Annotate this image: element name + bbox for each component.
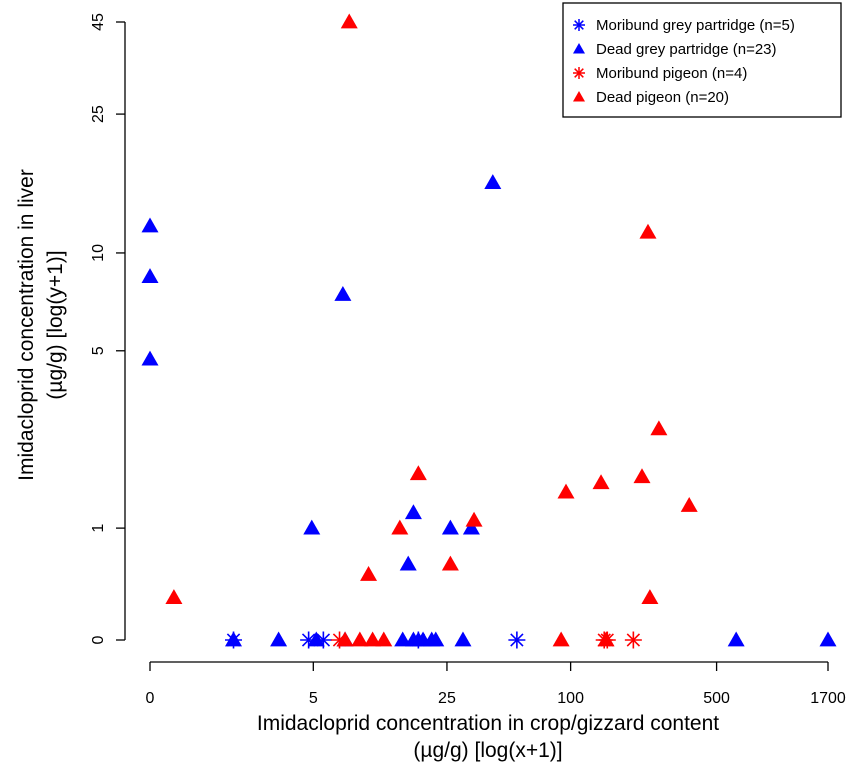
y-tick-label: 5 (90, 346, 107, 355)
data-point-triangle (375, 631, 393, 647)
data-point-triangle (441, 519, 459, 535)
data-point-triangle (141, 217, 159, 233)
x-axis-label-line-1: Imidacloprid concentration in crop/gizza… (257, 712, 719, 735)
series-1 (141, 174, 837, 647)
data-point-triangle (303, 519, 321, 535)
legend-label: Dead grey partridge (n=23) (596, 41, 777, 58)
data-point-triangle (340, 13, 358, 29)
data-point-triangle (409, 465, 427, 481)
y-tick-label: 10 (90, 244, 107, 262)
y-axis: 0 1 5 10 25 45 (90, 13, 126, 644)
data-point-triangle (592, 474, 610, 490)
data-point-triangle (334, 286, 352, 301)
legend-marker (573, 43, 585, 54)
data-point-triangle (270, 631, 288, 647)
data-point-triangle (409, 631, 427, 647)
data-points (141, 13, 837, 649)
legend-item: Dead grey partridge (n=23) (573, 41, 777, 58)
data-point-triangle (727, 631, 745, 647)
data-point-triangle (399, 555, 417, 571)
legend-label: Dead pigeon (n=20) (596, 89, 729, 106)
data-point-triangle (484, 174, 502, 190)
x-tick-label: 500 (703, 690, 730, 707)
data-point-triangle (427, 631, 445, 647)
y-tick-label: 25 (90, 105, 107, 123)
data-point-triangle (641, 589, 659, 605)
legend-label: Moribund grey partridge (n=5) (596, 17, 795, 34)
legend: Moribund grey partridge (n=5) Dead grey p… (562, 2, 842, 118)
y-tick-label: 0 (90, 635, 107, 644)
legend-box (562, 2, 842, 118)
data-point-triangle (364, 631, 382, 647)
data-point-triangle (404, 504, 422, 520)
x-axis-label-line-2: (µg/g) [log(x+1)] (413, 739, 562, 762)
legend-marker (573, 91, 585, 102)
legend-marker (573, 67, 585, 79)
y-axis-label-line-2: (µg/g) [log(y+1)] (44, 250, 67, 399)
data-point-triangle (552, 631, 570, 647)
data-point-triangle (141, 350, 159, 366)
y-tick-label: 1 (90, 524, 107, 533)
data-point-triangle (394, 631, 412, 647)
data-point-triangle (441, 555, 459, 571)
y-tick-label: 45 (90, 13, 107, 31)
y-axis-label-line-1: Imidacloprid concentration in liver (15, 169, 38, 481)
legend-marker (573, 19, 585, 31)
data-point-triangle (307, 631, 325, 647)
x-tick-label: 0 (146, 690, 155, 707)
x-tick-label: 1700 (810, 690, 846, 707)
data-point-triangle (680, 497, 698, 512)
data-point-triangle (391, 519, 409, 535)
data-point-triangle (819, 631, 837, 647)
data-point-triangle (336, 631, 354, 647)
data-point-triangle (633, 468, 651, 484)
data-point-triangle (165, 589, 183, 605)
data-point-triangle (462, 519, 480, 535)
data-point-triangle (597, 631, 615, 647)
data-point-star (624, 631, 642, 649)
data-point-triangle (557, 483, 575, 499)
data-point-triangle (141, 268, 159, 283)
data-point-triangle (351, 631, 369, 647)
data-point-triangle (454, 631, 472, 647)
x-tick-label: 5 (309, 690, 318, 707)
data-point-star (508, 631, 526, 649)
x-tick-label: 100 (557, 690, 584, 707)
legend-label: Moribund pigeon (n=4) (596, 65, 747, 82)
legend-item: Moribund grey partridge (n=5) (573, 17, 795, 34)
data-point-triangle (650, 420, 668, 436)
data-point-triangle (225, 631, 243, 647)
legend-item: Dead pigeon (n=20) (573, 89, 729, 106)
data-point-triangle (639, 223, 657, 239)
x-tick-label: 25 (438, 690, 456, 707)
data-point-triangle (465, 511, 483, 527)
x-axis: 0 5 25 100 500 1700 (146, 661, 846, 707)
data-point-triangle (360, 566, 378, 581)
series-3 (165, 13, 698, 647)
legend-item: Moribund pigeon (n=4) (573, 65, 747, 82)
